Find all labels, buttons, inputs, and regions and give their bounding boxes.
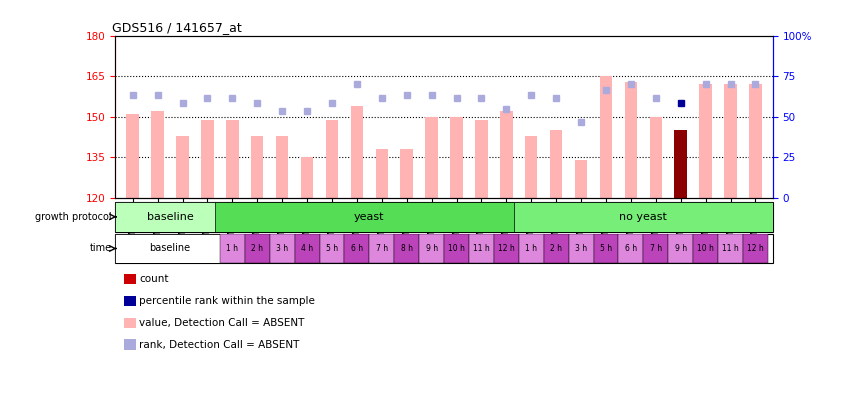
Text: GDS516 / 141657_at: GDS516 / 141657_at: [112, 21, 241, 34]
Text: 1 h: 1 h: [226, 244, 238, 253]
Bar: [176, 136, 189, 198]
Text: 4 h: 4 h: [300, 244, 313, 253]
Bar: [500, 111, 512, 198]
Text: 6 h: 6 h: [351, 244, 363, 253]
Bar: [425, 117, 438, 198]
Text: 12 h: 12 h: [497, 244, 514, 253]
Text: 1 h: 1 h: [525, 244, 537, 253]
Bar: [649, 117, 661, 198]
Text: growth protocol: growth protocol: [35, 212, 112, 222]
Bar: [693, 234, 717, 263]
Text: 10 h: 10 h: [696, 244, 713, 253]
Bar: [667, 234, 693, 263]
Bar: [201, 120, 213, 198]
Bar: [674, 130, 686, 198]
Text: percentile rank within the sample: percentile rank within the sample: [139, 296, 315, 306]
Bar: [344, 234, 368, 263]
Bar: [126, 114, 139, 198]
Bar: [325, 120, 338, 198]
Bar: [642, 234, 667, 263]
Text: 11 h: 11 h: [473, 244, 490, 253]
Text: value, Detection Call = ABSENT: value, Detection Call = ABSENT: [139, 318, 305, 328]
Text: 2 h: 2 h: [251, 244, 263, 253]
Bar: [742, 234, 767, 263]
Text: 6 h: 6 h: [624, 244, 636, 253]
Bar: [270, 234, 294, 263]
Text: 11 h: 11 h: [722, 244, 738, 253]
Bar: [294, 234, 319, 263]
Bar: [245, 234, 270, 263]
Bar: [549, 130, 562, 198]
Bar: [115, 234, 224, 263]
Text: 2 h: 2 h: [549, 244, 561, 253]
Text: 3 h: 3 h: [276, 244, 288, 253]
Text: 9 h: 9 h: [425, 244, 438, 253]
Text: 8 h: 8 h: [400, 244, 412, 253]
Bar: [618, 234, 642, 263]
Text: 3 h: 3 h: [574, 244, 587, 253]
Text: rank, Detection Call = ABSENT: rank, Detection Call = ABSENT: [139, 339, 299, 350]
Bar: [215, 202, 523, 232]
Bar: [319, 234, 344, 263]
Text: no yeast: no yeast: [618, 212, 666, 222]
Bar: [599, 76, 612, 198]
Bar: [375, 149, 387, 198]
Text: 5 h: 5 h: [599, 244, 612, 253]
Text: 10 h: 10 h: [448, 244, 464, 253]
Text: 9 h: 9 h: [674, 244, 686, 253]
Bar: [574, 160, 587, 198]
Text: 7 h: 7 h: [375, 244, 387, 253]
Bar: [300, 157, 313, 198]
Bar: [748, 84, 761, 198]
Text: 5 h: 5 h: [326, 244, 338, 253]
Bar: [419, 234, 444, 263]
Text: baseline: baseline: [147, 212, 194, 222]
Bar: [593, 234, 618, 263]
Bar: [276, 136, 288, 198]
Text: 12 h: 12 h: [746, 244, 763, 253]
Text: baseline: baseline: [149, 244, 190, 253]
Bar: [115, 202, 224, 232]
Bar: [568, 234, 593, 263]
Text: yeast: yeast: [354, 212, 384, 222]
Bar: [699, 84, 711, 198]
Bar: [394, 234, 419, 263]
Bar: [226, 120, 238, 198]
Bar: [717, 234, 742, 263]
Text: time: time: [90, 244, 112, 253]
Bar: [493, 234, 519, 263]
Bar: [624, 82, 636, 198]
Bar: [525, 136, 537, 198]
Bar: [519, 234, 543, 263]
Text: count: count: [139, 274, 169, 284]
Bar: [220, 234, 245, 263]
Bar: [400, 149, 413, 198]
Bar: [723, 84, 736, 198]
Bar: [450, 117, 462, 198]
Bar: [543, 234, 568, 263]
Bar: [444, 234, 468, 263]
Text: 7 h: 7 h: [649, 244, 661, 253]
Bar: [468, 234, 493, 263]
Bar: [514, 202, 772, 232]
Bar: [474, 120, 487, 198]
Bar: [251, 136, 264, 198]
Bar: [369, 234, 394, 263]
Bar: [151, 111, 164, 198]
Bar: [351, 106, 363, 198]
